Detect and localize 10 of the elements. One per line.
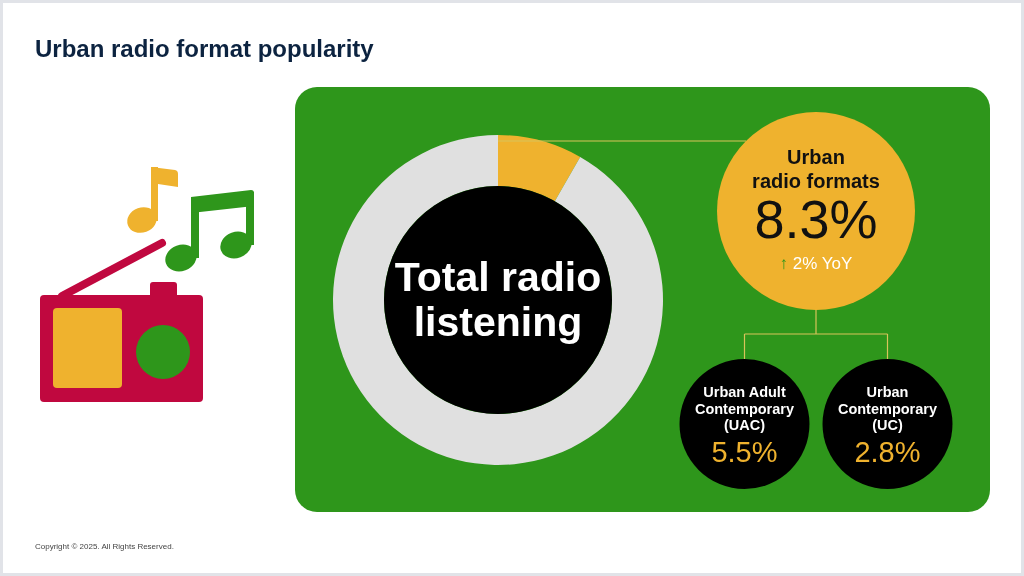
text: Total radio listening bbox=[394, 254, 602, 345]
slice-label: Urban radio formats bbox=[752, 146, 880, 192]
text: Urban Contemporary (UC) 2.8% bbox=[837, 384, 938, 468]
text: Copyright © 2025. All Rights Reserved. bbox=[35, 542, 174, 551]
text: Urban Adult Contemporary (UAC) 5.5% bbox=[694, 384, 795, 468]
text: ↑ 2% YoY bbox=[779, 254, 853, 273]
data-label: 8.3% bbox=[754, 189, 878, 249]
donut-slice bbox=[333, 135, 663, 465]
donut-slice bbox=[498, 135, 581, 202]
chart-title: Urban radio format popularity bbox=[35, 35, 375, 62]
